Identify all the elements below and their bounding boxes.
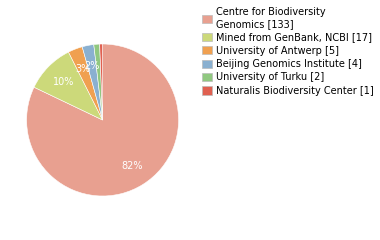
Legend: Centre for Biodiversity
Genomics [133], Mined from GenBank, NCBI [17], Universit: Centre for Biodiversity Genomics [133], … <box>203 7 374 96</box>
Wedge shape <box>34 52 103 120</box>
Text: 10%: 10% <box>53 77 74 87</box>
Wedge shape <box>82 44 103 120</box>
Text: 2%: 2% <box>84 61 100 71</box>
Wedge shape <box>100 44 103 120</box>
Wedge shape <box>27 44 179 196</box>
Wedge shape <box>94 44 103 120</box>
Text: 82%: 82% <box>121 161 142 171</box>
Text: 3%: 3% <box>75 64 90 74</box>
Wedge shape <box>68 47 103 120</box>
